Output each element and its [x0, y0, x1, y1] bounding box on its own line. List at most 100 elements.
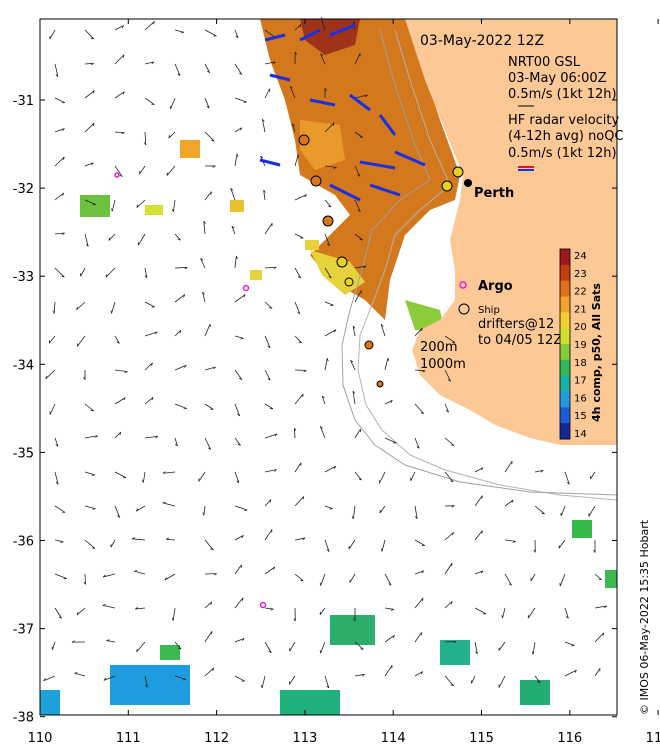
velocity-arrow-head — [230, 188, 234, 191]
velocity-arrow-head — [269, 499, 272, 503]
velocity-arrow-head — [289, 86, 293, 89]
velocity-arrow — [594, 668, 601, 677]
velocity-arrow — [264, 301, 273, 309]
velocity-arrow — [504, 460, 513, 473]
velocity-arrow-head — [326, 685, 330, 689]
velocity-arrow-head — [123, 397, 126, 401]
velocity-arrow-head — [304, 194, 307, 198]
velocity-arrow — [234, 638, 245, 643]
velocity-arrow-head — [122, 91, 125, 95]
velocity-arrow — [320, 573, 326, 586]
velocity-arrow-head — [83, 376, 86, 380]
velocity-arrow-head — [182, 679, 186, 681]
y-tick-label: -31 — [13, 94, 34, 109]
colorbar-tick-label: 17 — [574, 376, 587, 387]
velocity-arrow — [144, 675, 148, 688]
velocity-arrow — [174, 675, 187, 680]
velocity-arrow — [264, 641, 272, 653]
velocity-arrow — [504, 573, 512, 586]
velocity-arrow — [414, 327, 423, 337]
velocity-arrow — [354, 53, 361, 65]
velocity-arrow — [321, 395, 326, 405]
velocity-arrow — [168, 131, 176, 139]
velocity-arrow — [324, 465, 336, 473]
nrt-model-label: NRT00 GSL — [508, 55, 581, 70]
velocity-arrow — [261, 675, 266, 689]
velocity-arrow-head — [450, 480, 454, 483]
velocity-arrow-head — [422, 370, 426, 373]
velocity-arrow — [264, 529, 273, 541]
velocity-arrow-head — [273, 566, 276, 570]
velocity-arrow — [320, 641, 326, 654]
velocity-arrow-head — [420, 412, 424, 415]
velocity-arrow — [230, 188, 236, 201]
velocity-arrow — [84, 233, 89, 247]
velocity-arrow — [84, 403, 94, 412]
velocity-arrow — [105, 267, 116, 278]
velocity-arrow — [294, 301, 301, 315]
colorbar-swatch — [560, 391, 570, 408]
velocity-arrow — [534, 675, 541, 683]
velocity-arrow — [352, 325, 356, 337]
velocity-arrow — [319, 426, 326, 439]
plot-frame — [39, 18, 618, 716]
velocity-arrow — [294, 393, 304, 405]
velocity-arrow — [234, 675, 245, 682]
velocity-arrow-head — [352, 325, 356, 329]
colorbar-tick-label: 22 — [574, 287, 587, 298]
velocity-arrow — [354, 233, 363, 241]
sst-patch — [330, 615, 375, 645]
velocity-arrow-head — [297, 311, 301, 315]
velocity-arrow — [264, 266, 277, 269]
velocity-arrow-head — [63, 156, 65, 160]
velocity-arrow — [174, 29, 184, 33]
velocity-arrow — [352, 505, 356, 519]
velocity-arrow — [294, 496, 305, 507]
radar-vector — [329, 23, 356, 37]
drifter — [376, 380, 384, 388]
velocity-arrow — [264, 403, 274, 410]
velocity-arrow — [354, 94, 368, 99]
velocity-arrow — [234, 63, 243, 75]
velocity-arrow — [354, 471, 362, 481]
velocity-arrow — [289, 86, 296, 99]
x-tick-label: 117 — [646, 731, 660, 746]
velocity-arrow — [324, 505, 333, 509]
velocity-arrow-head — [74, 672, 78, 674]
velocity-arrow — [54, 607, 62, 619]
velocity-arrow-head — [299, 24, 302, 28]
velocity-arrow-head — [352, 390, 356, 394]
radar-vector — [349, 93, 371, 112]
velocity-arrow — [111, 301, 116, 314]
colorbar-title: 4h comp, p50, All Sats — [590, 283, 603, 422]
velocity-arrow-head — [263, 189, 266, 193]
velocity-arrow — [204, 97, 210, 109]
velocity-arrow-head — [177, 73, 181, 77]
colorbar-swatch — [560, 344, 570, 361]
y-tick-label: -36 — [13, 535, 34, 550]
radar-vector — [394, 150, 426, 167]
velocity-arrow-head — [155, 435, 159, 439]
velocity-arrow — [324, 233, 331, 247]
velocity-arrow — [294, 335, 302, 344]
velocity-arrow-head — [131, 537, 135, 540]
velocity-arrow-head — [210, 601, 213, 605]
velocity-arrow — [594, 573, 602, 581]
velocity-arrow — [414, 671, 423, 677]
drifter — [452, 166, 464, 178]
velocity-arrow — [294, 233, 304, 239]
velocity-arrow-head — [76, 611, 79, 615]
velocity-arrow — [54, 267, 65, 278]
velocity-arrow — [134, 570, 146, 575]
velocity-arrow — [380, 324, 386, 337]
velocity-arrow — [474, 641, 478, 654]
velocity-arrow-head — [566, 481, 570, 485]
velocity-arrow — [527, 607, 536, 619]
velocity-arrow — [234, 505, 248, 511]
velocity-arrow — [264, 433, 278, 439]
velocity-arrows — [43, 17, 607, 689]
velocity-arrow-head — [231, 225, 235, 229]
velocity-arrow-head — [533, 549, 536, 553]
velocity-arrow — [114, 369, 128, 373]
velocity-arrow-head — [475, 651, 478, 655]
